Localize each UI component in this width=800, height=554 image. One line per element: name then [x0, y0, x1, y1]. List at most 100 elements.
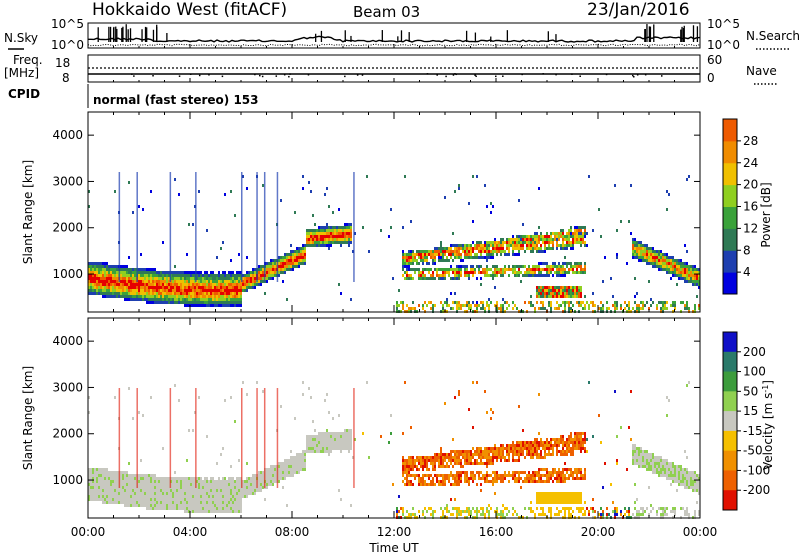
- power-cell: [228, 271, 230, 274]
- power-cell: [682, 265, 684, 268]
- power-cell: [506, 253, 508, 256]
- power-cell: [144, 271, 146, 274]
- velocity-cell: [336, 438, 338, 441]
- power-cell: [444, 253, 446, 256]
- velocity-cell: [116, 471, 118, 474]
- velocity-cell: [202, 489, 204, 492]
- power-cell: [534, 271, 536, 274]
- velocity-cell: [320, 432, 322, 435]
- velocity-cell: [402, 468, 404, 471]
- velocity-cell: [314, 435, 316, 438]
- power-cell: [490, 244, 492, 247]
- velocity-cell: [104, 468, 106, 471]
- power-cell: [466, 256, 468, 259]
- power-cell: [430, 256, 432, 259]
- power-cell: [558, 265, 560, 268]
- velocity-cell: [136, 489, 138, 492]
- power-cell: [178, 271, 180, 274]
- velocity-cell: [180, 498, 182, 501]
- velocity-cell: [540, 498, 542, 501]
- power-cell: [250, 280, 252, 283]
- velocity-cell: [274, 474, 276, 477]
- velocity-cell: [232, 486, 234, 489]
- velocity-cell: [148, 477, 150, 480]
- power-cell: [488, 241, 490, 244]
- velocity-cell: [136, 504, 138, 507]
- beam-title: Beam 03: [353, 3, 420, 21]
- power-cell: [486, 205, 488, 208]
- nave-dot: [644, 73, 647, 76]
- power-cell: [480, 253, 482, 256]
- power-cell: [290, 250, 292, 253]
- power-cell: [576, 241, 578, 244]
- velocity-cell: [548, 441, 550, 444]
- power-cell: [200, 271, 202, 274]
- velocity-cell: [232, 507, 234, 510]
- power-cell: [578, 235, 580, 238]
- power-cell: [476, 307, 478, 310]
- velocity-cell: [418, 480, 420, 483]
- velocity-cell: [248, 486, 250, 489]
- power-cell: [200, 274, 202, 277]
- power-cell: [230, 280, 232, 283]
- velocity-cell: [234, 486, 236, 489]
- velocity-cell: [142, 486, 144, 489]
- velocity-cell: [502, 450, 504, 453]
- power-cell: [222, 304, 224, 307]
- power-cell: [484, 241, 486, 244]
- power-cell: [242, 274, 244, 277]
- power-cell: [600, 301, 602, 304]
- power-cell: [178, 274, 180, 277]
- velocity-cell: [390, 414, 392, 417]
- velocity-cell: [328, 444, 330, 447]
- velocity-cell: [198, 486, 200, 489]
- power-cell: [644, 304, 646, 307]
- power-cell: [98, 274, 100, 277]
- power-cell: [334, 232, 336, 235]
- power-cell: [502, 271, 504, 274]
- power-cell: [258, 280, 260, 283]
- power-cell: [176, 277, 178, 280]
- power-cell: [254, 271, 256, 274]
- velocity-cell: [172, 486, 174, 489]
- power-cell: [152, 271, 154, 274]
- power-cell: [528, 274, 530, 277]
- velocity-cell: [554, 471, 556, 474]
- power-cell: [500, 253, 502, 256]
- velocity-cell: [488, 459, 490, 462]
- power-cell: [128, 277, 130, 280]
- power-cell: [274, 274, 276, 277]
- power-cell: [120, 265, 122, 268]
- velocity-cell: [330, 438, 332, 441]
- velocity-cell: [468, 408, 470, 411]
- power-cell: [464, 247, 466, 250]
- velocity-cell: [286, 468, 288, 471]
- power-cell: [646, 253, 648, 256]
- velocity-cell: [202, 501, 204, 504]
- velocity-cell: [530, 441, 532, 444]
- velocity-cell: [110, 483, 112, 486]
- power-cell: [148, 280, 150, 283]
- velocity-cell: [554, 438, 556, 441]
- power-cell: [616, 301, 618, 304]
- power-cell: [410, 277, 412, 280]
- power-cell: [200, 289, 202, 292]
- velocity-cell: [186, 480, 188, 483]
- power-cell: [114, 289, 116, 292]
- velocity-cell: [108, 486, 110, 489]
- velocity-cell: [496, 459, 498, 462]
- velocity-cell: [224, 489, 226, 492]
- velocity-cell: [452, 483, 454, 486]
- power-cell: [578, 292, 580, 295]
- power-cell: [140, 274, 142, 277]
- velocity-cell: [436, 474, 438, 477]
- velocity-cell: [520, 486, 522, 489]
- velocity-cell: [412, 483, 414, 486]
- velocity-cell: [100, 480, 102, 483]
- power-cell: [540, 286, 542, 289]
- velocity-cell: [318, 435, 320, 438]
- nave-dot: [289, 73, 291, 75]
- velocity-cell: [342, 435, 344, 438]
- nave-dot: [275, 75, 278, 77]
- velocity-cell: [150, 480, 152, 483]
